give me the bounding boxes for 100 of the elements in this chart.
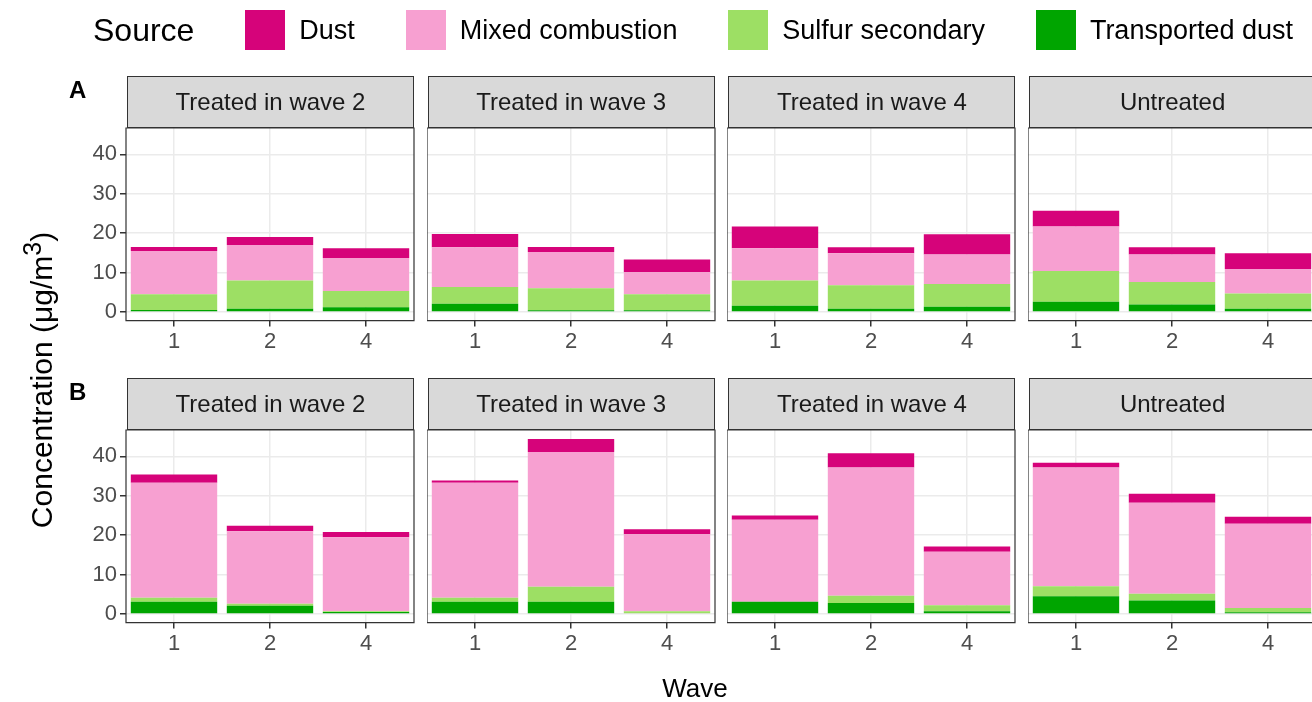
y-tick-label: 0: [104, 298, 117, 323]
y-tick-label: 30: [92, 179, 117, 205]
bar: [623, 534, 710, 612]
x-tick-label: 2: [564, 327, 577, 353]
bar: [431, 601, 518, 614]
bar: [924, 551, 1011, 606]
x-tick-label: 4: [660, 629, 673, 655]
bar: [527, 288, 614, 311]
bar: [924, 306, 1011, 312]
x-tick-label: 1: [167, 629, 181, 655]
x-tick-label: 2: [865, 629, 878, 655]
x-tick-label: 2: [263, 629, 277, 655]
bar: [828, 595, 915, 603]
bar: [527, 252, 614, 289]
y-tick-label: 10: [92, 258, 117, 284]
text: B: [69, 378, 87, 406]
bar: [431, 287, 518, 304]
x-tick-label: 2: [865, 327, 878, 353]
bar: [226, 244, 314, 281]
bar: [226, 280, 314, 309]
bar: [431, 480, 518, 483]
bar: [1032, 226, 1120, 271]
bar: [623, 259, 710, 273]
x-tick-label: 1: [769, 629, 782, 655]
bar: [924, 234, 1011, 255]
bar: [431, 303, 518, 312]
bar: [1128, 593, 1216, 601]
bar: [1128, 304, 1216, 312]
y-tick-label: 20: [92, 219, 117, 245]
bar: [1128, 502, 1216, 594]
bar: [623, 529, 710, 535]
bar: [924, 611, 1011, 614]
bar: [1032, 467, 1120, 587]
bar: [226, 531, 314, 604]
bar: [527, 452, 614, 587]
y-tick-label: 0: [104, 600, 117, 625]
bar: [828, 602, 915, 614]
bar: [924, 283, 1011, 307]
chart-title: Treated in wave 2: [127, 378, 414, 430]
bar: [431, 233, 518, 248]
y-tick-label: 40: [92, 442, 117, 468]
x-tick-label: 1: [468, 629, 481, 655]
bar: [828, 253, 915, 286]
bar: [322, 532, 410, 538]
y-tick-label: 10: [92, 560, 117, 586]
x-tick-label: 1: [1069, 327, 1083, 353]
bar: [732, 519, 819, 602]
bar: [924, 605, 1011, 612]
chart-title: Treated in wave 2: [127, 76, 414, 128]
bar: [732, 305, 819, 312]
bar: [1128, 282, 1216, 305]
x-tick-label: 1: [769, 327, 782, 353]
bar: [322, 257, 410, 292]
x-tick-label: 4: [660, 327, 673, 353]
bar: [1032, 301, 1120, 312]
bar: [130, 597, 218, 602]
bar: [1224, 269, 1312, 294]
bar: [527, 439, 614, 453]
y-tick-label: 20: [92, 521, 117, 547]
bar: [1032, 596, 1120, 614]
bar: [732, 601, 819, 614]
bar: [1224, 253, 1312, 269]
bar: [322, 248, 410, 258]
x-tick-label: 4: [359, 327, 373, 353]
bar: [1224, 293, 1312, 309]
x-tick-label: 4: [1261, 629, 1275, 655]
bar: [1128, 254, 1216, 282]
bar: [1224, 516, 1312, 524]
x-tick-label: 4: [961, 629, 974, 655]
bar: [226, 605, 314, 614]
bar: [732, 280, 819, 306]
chart-title: Treated in wave 4: [728, 76, 1016, 128]
bar: [130, 294, 218, 310]
bar: [322, 307, 410, 312]
bar: [1224, 608, 1312, 613]
bar: [732, 515, 819, 520]
chart-title: Treated in wave 3: [427, 378, 715, 430]
bar: [732, 248, 819, 281]
x-tick-label: 2: [263, 327, 277, 353]
legend-label: Sulfur secondary: [782, 14, 985, 46]
bar: [130, 250, 218, 295]
bar: [130, 601, 218, 614]
bar: [431, 247, 518, 288]
bar: [1032, 586, 1120, 597]
bar: [130, 474, 218, 483]
bar: [1032, 210, 1120, 227]
chart-title: Treated in wave 3: [427, 76, 715, 128]
text: A: [69, 76, 87, 104]
y-tick-label: 30: [92, 481, 117, 507]
bar: [322, 537, 410, 612]
bar: [1032, 270, 1120, 302]
bar: [828, 247, 915, 254]
legend-title: Source: [93, 11, 195, 49]
x-tick-label: 1: [167, 327, 181, 353]
legend-label: Transported dust: [1089, 14, 1293, 46]
bar: [828, 453, 915, 468]
bar: [1224, 523, 1312, 609]
bar: [828, 467, 915, 596]
chart-title: Untreated: [1029, 378, 1312, 430]
bar: [1128, 600, 1216, 614]
